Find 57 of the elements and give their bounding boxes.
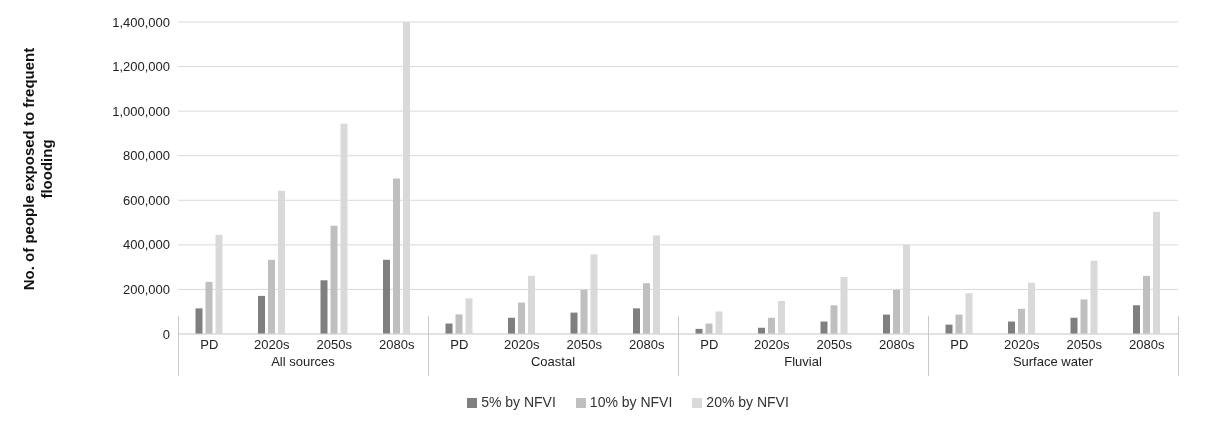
legend-label: 20% by NFVI: [706, 394, 789, 410]
bar: [570, 312, 578, 334]
x-tick-label: 2080s: [379, 337, 415, 353]
x-tick-label: 2050s: [566, 337, 603, 353]
bar: [393, 178, 400, 334]
x-tick-label: PD: [950, 337, 969, 353]
x-tick-label: PD: [200, 337, 219, 353]
y-tick-label: 400,000: [123, 237, 170, 253]
bar: [1070, 317, 1078, 334]
text: Surface water: [1011, 354, 1095, 369]
text: Coastal: [529, 354, 577, 369]
bar: [268, 259, 275, 334]
x-tick-label: PD: [700, 337, 719, 353]
bar: [955, 314, 963, 334]
bar: [1133, 305, 1140, 334]
y-tick-label: 0: [162, 326, 170, 342]
y-tick-label: 800,000: [123, 148, 170, 164]
y-tick-label: 200,000: [123, 282, 170, 298]
bar: [320, 280, 328, 334]
x-tick-label: 2020s: [254, 337, 290, 353]
bar: [1143, 275, 1150, 334]
text: All sources: [270, 354, 336, 369]
x-tick-label: 2020s: [1004, 337, 1040, 353]
y-axis-title: No. of people exposed to frequent flooding: [20, 46, 56, 293]
bar: [455, 314, 463, 334]
x-tick-label: 2080s: [879, 337, 915, 353]
x-tick-label: 2050s: [316, 337, 353, 353]
bar: [195, 308, 203, 334]
bar: [518, 302, 525, 334]
legend-label: 5% by NFVI: [481, 394, 556, 410]
x-tick-label: 2080s: [1129, 337, 1165, 353]
y-tick-label: 1,000,000: [112, 103, 170, 119]
bar: [893, 289, 900, 334]
x-tick-label: 2050s: [816, 337, 853, 353]
bar: [643, 283, 650, 334]
bar: [258, 295, 265, 334]
y-tick-label: 1,400,000: [112, 14, 170, 30]
bar: [1018, 308, 1025, 334]
x-tick-label: 2080s: [629, 337, 665, 353]
bar: [205, 281, 213, 334]
bar: [768, 317, 775, 334]
y-tick-label: 600,000: [123, 192, 170, 208]
x-tick-label: 2050s: [1066, 337, 1103, 353]
y-tick-label: 1,200,000: [112, 59, 170, 75]
legend-label: 10% by NFVI: [589, 394, 673, 410]
bar: [508, 317, 515, 334]
bar: [830, 305, 838, 334]
text: Fluvial: [783, 354, 823, 369]
x-tick-label: 2020s: [754, 337, 790, 353]
bar: [383, 259, 390, 334]
bar: [580, 289, 588, 334]
bar: [883, 314, 890, 334]
bar: [633, 308, 640, 334]
x-tick-label: 2020s: [504, 337, 540, 353]
bar: [1080, 299, 1088, 334]
bar: [330, 225, 338, 334]
x-tick-label: PD: [450, 337, 469, 353]
